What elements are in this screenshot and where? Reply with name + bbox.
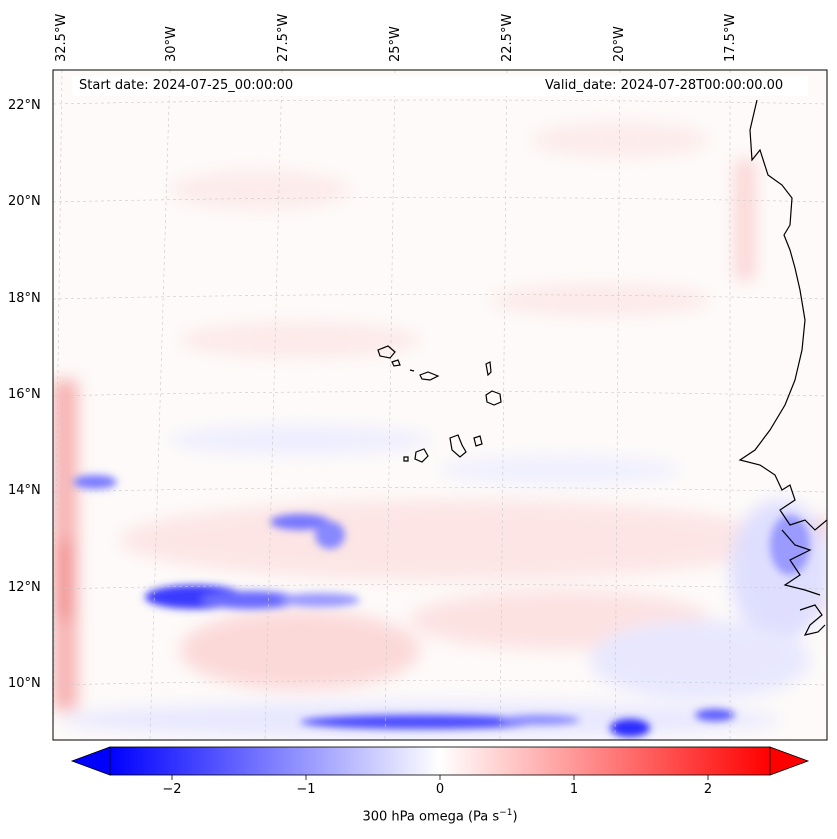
lon-label-6: 20°W (612, 26, 627, 62)
lon-label-7: 17.5°W (723, 13, 738, 62)
colorbar-tick-label: −1 (296, 782, 316, 797)
coastline-west-africa (738, 99, 827, 636)
lat-label-18: 18°N (8, 291, 41, 306)
lat-label-20: 20°N (8, 194, 41, 209)
lat-label-12: 12°N (8, 580, 41, 595)
lon-label-5: 22.5°W (500, 13, 515, 62)
colorbar-extend-min (70, 746, 111, 776)
colorbar-label: 300 hPa omega (Pa s−1) (362, 808, 518, 825)
start-date-label: Start date: 2024-07-25_00:00:00 (79, 78, 294, 93)
colorbar-extend-max (769, 746, 810, 776)
lon-label-3: 27.5°W (276, 13, 291, 62)
lon-label-2: 30°W (164, 26, 179, 62)
valid-date-label: Valid_date: 2024-07-28T00:00:00.00 (545, 78, 784, 93)
colorbar-tick-label: −2 (162, 782, 182, 797)
gridlines (53, 70, 827, 740)
cape-verde-islands (377, 345, 502, 463)
colorbar-tick-label: 2 (703, 782, 713, 797)
lon-label-1: 32.5°W (54, 13, 69, 62)
colorbar-bar (109, 746, 771, 776)
lat-label-14: 14°N (8, 483, 41, 498)
lon-label-4: 25°W (388, 26, 403, 62)
colorbar (70, 746, 810, 780)
colorbar-tick-label: 1 (569, 782, 579, 797)
lat-label-16: 16°N (8, 387, 41, 402)
date-header-box (72, 76, 808, 96)
colorbar-tick-label: 0 (435, 782, 445, 797)
omega-field-shading (53, 122, 827, 738)
lat-label-10: 10°N (8, 676, 41, 691)
map-frame (52, 69, 828, 741)
lat-label-22: 22°N (8, 98, 41, 113)
